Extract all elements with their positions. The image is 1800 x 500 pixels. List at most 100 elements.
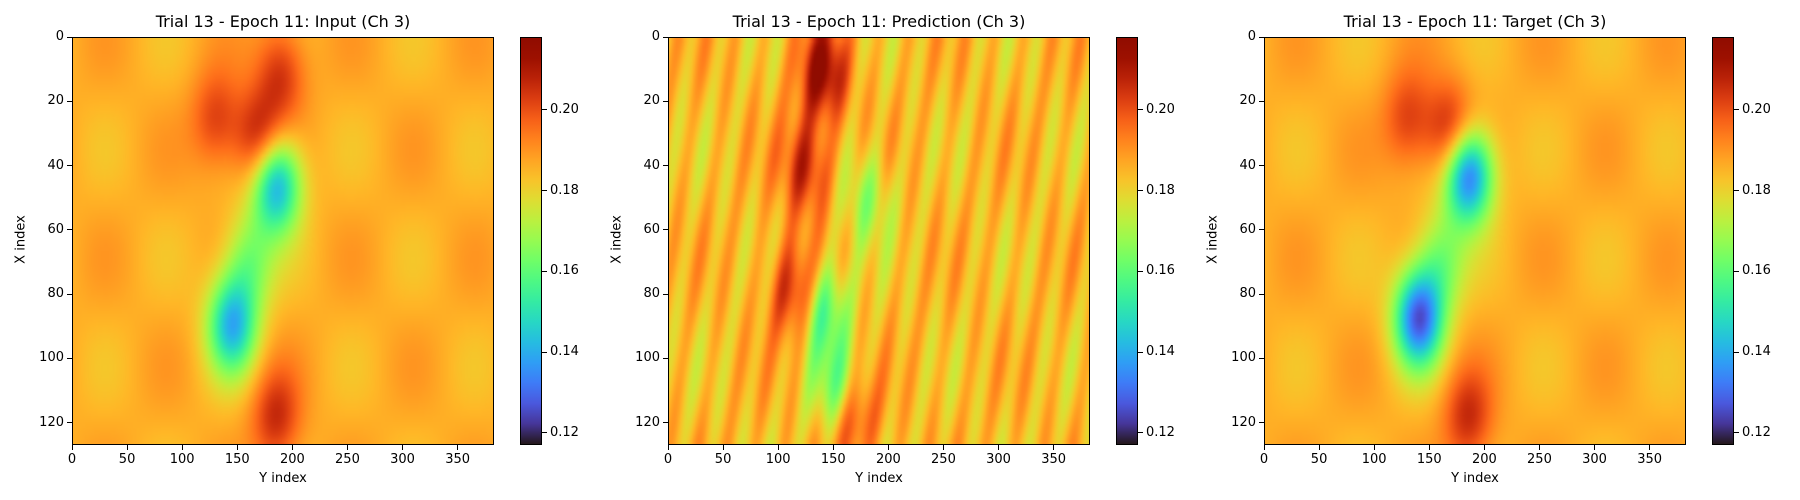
prediction-y-tickmark (663, 357, 668, 359)
prediction-x-tick-label: 200 (875, 452, 901, 467)
target-y-tick-label: 20 (1239, 93, 1256, 109)
prediction-x-tick-label: 150 (820, 452, 846, 467)
prediction-colorbar-tickmark (1138, 351, 1143, 353)
input-y-axis-label: X index (13, 215, 29, 264)
input-x-tick-label: 50 (118, 452, 136, 467)
prediction-colorbar-tick-label: 0.20 (1146, 101, 1175, 117)
target-y-tickmark (1259, 357, 1264, 359)
target-y-tickmark (1259, 293, 1264, 295)
input-x-tick-label: 100 (169, 452, 195, 467)
prediction-x-tick-label: 0 (663, 452, 673, 467)
target-x-tickmark (1373, 445, 1375, 450)
target-x-tick-label: 350 (1637, 452, 1663, 467)
target-x-tickmark (1263, 445, 1265, 450)
target-x-tick-label: 200 (1471, 452, 1497, 467)
prediction-y-tickmark (663, 100, 668, 102)
target-y-tick-label: 40 (1239, 157, 1256, 173)
target-y-tickmark (1259, 229, 1264, 231)
target-y-tick-label: 0 (1247, 29, 1256, 44)
target-y-tick-label: 120 (1231, 414, 1256, 430)
input-heatmap-panel: Trial 13 - Epoch 11: Input (Ch 3) 0 50 100 1… (0, 0, 596, 500)
prediction-x-tickmark (1053, 445, 1055, 450)
target-colorbar-tickmark (1734, 351, 1739, 353)
target-x-tickmark (1594, 445, 1596, 450)
target-x-tick-label: 0 (1259, 452, 1269, 467)
prediction-x-tickmark (998, 445, 1000, 450)
input-x-tickmark (291, 445, 293, 450)
input-x-axis-label: Y index (259, 471, 307, 486)
input-x-tickmark (126, 445, 128, 450)
input-x-tick-label: 0 (67, 452, 77, 467)
prediction-y-tick-label: 60 (643, 221, 660, 237)
target-y-tickmark (1259, 36, 1264, 38)
prediction-y-tick-label: 80 (643, 286, 660, 301)
target-y-tick-label: 80 (1239, 286, 1256, 301)
input-colorbar-tick-label: 0.18 (550, 182, 579, 198)
input-y-tickmark (67, 229, 72, 231)
target-colorbar (1712, 37, 1734, 445)
prediction-y-tickmark (663, 293, 668, 295)
input-x-tick-label: 350 (445, 452, 471, 467)
target-colorbar-tick-label: 0.18 (1742, 182, 1771, 198)
input-y-tickmark (67, 165, 72, 166)
input-y-tickmark (67, 357, 72, 359)
target-x-tickmark (1483, 445, 1485, 450)
target-x-tickmark (1649, 445, 1651, 450)
target-colorbar-tick-label: 0.16 (1742, 263, 1771, 279)
prediction-x-tickmark (667, 445, 669, 450)
prediction-x-tick-label: 100 (765, 452, 791, 467)
target-x-tickmark (1538, 445, 1540, 450)
target-colorbar-tickmark (1734, 190, 1739, 191)
target-x-tickmark (1428, 445, 1430, 450)
prediction-y-tick-label: 40 (643, 157, 660, 173)
prediction-colorbar-tickmark (1138, 109, 1143, 111)
input-plot-area (72, 37, 494, 445)
input-colorbar-tickmark (542, 190, 547, 191)
input-y-tickmark (67, 100, 72, 102)
input-y-tickmark (67, 293, 72, 295)
target-heatmap-panel: Trial 13 - Epoch 11: Target (Ch 3) 0 50 100… (1192, 0, 1788, 500)
target-colorbar-tick-label: 0.20 (1742, 101, 1771, 117)
prediction-colorbar-tick-label: 0.12 (1146, 424, 1175, 440)
input-y-tick-label: 60 (47, 221, 64, 237)
target-colorbar-tick-label: 0.14 (1742, 344, 1771, 360)
input-x-tick-label: 300 (390, 452, 415, 467)
target-y-axis-label: X index (1205, 215, 1221, 264)
prediction-x-tickmark (777, 445, 779, 450)
prediction-title: Trial 13 - Epoch 11: Prediction (Ch 3) (732, 12, 1026, 31)
prediction-x-tick-label: 50 (714, 452, 732, 467)
prediction-colorbar (1116, 37, 1138, 445)
prediction-x-tickmark (942, 445, 944, 450)
input-y-tick-label: 120 (39, 414, 64, 430)
prediction-y-tick-label: 100 (635, 350, 660, 366)
prediction-x-axis-label: Y index (855, 471, 903, 486)
input-y-tickmark (67, 36, 72, 38)
target-y-tickmark (1259, 165, 1264, 166)
target-x-tickmark (1318, 445, 1320, 450)
target-plot-area (1264, 37, 1686, 445)
prediction-y-tickmark (663, 36, 668, 38)
input-x-tickmark (457, 445, 459, 450)
target-colorbar-tickmark (1734, 270, 1739, 272)
input-x-tickmark (236, 445, 238, 450)
input-x-tickmark (346, 445, 348, 450)
prediction-y-tickmark (663, 422, 668, 423)
prediction-colorbar-tickmark (1138, 432, 1143, 434)
target-x-tick-label: 100 (1361, 452, 1387, 467)
target-heatmap-image (1265, 38, 1685, 444)
input-x-tick-label: 200 (279, 452, 305, 467)
input-x-tick-label: 150 (224, 452, 250, 467)
prediction-x-tickmark (832, 445, 834, 450)
prediction-colorbar-tick-label: 0.16 (1146, 263, 1175, 279)
prediction-plot-area (668, 37, 1090, 445)
target-x-tick-label: 300 (1582, 452, 1607, 467)
target-x-tick-label: 150 (1416, 452, 1442, 467)
input-heatmap-image (73, 38, 493, 444)
input-y-tick-label: 40 (47, 157, 64, 173)
prediction-x-tick-label: 250 (931, 452, 956, 467)
input-colorbar-tickmark (542, 351, 547, 353)
input-x-tickmark (71, 445, 73, 450)
prediction-heatmap-panel: Trial 13 - Epoch 11: Prediction (Ch 3) 0 5… (596, 0, 1192, 500)
target-y-tickmark (1259, 100, 1264, 102)
prediction-x-tick-label: 300 (986, 452, 1011, 467)
